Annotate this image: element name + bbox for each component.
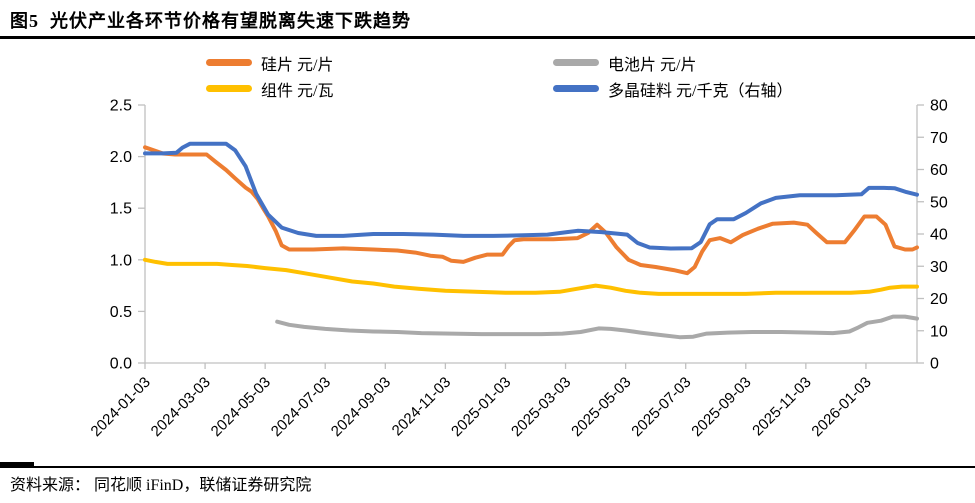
y-right-tick-label: 10 xyxy=(930,323,948,340)
x-tick-label: 2024-03-03 xyxy=(148,374,214,440)
legend-column-right: 电池片 元/片多晶硅料 元/千克（右轴） xyxy=(553,54,792,100)
y-left-tick-label: 1.5 xyxy=(110,201,132,218)
x-tick-label: 2025-05-03 xyxy=(568,374,634,440)
y-left-tick-label: 2.0 xyxy=(110,149,132,166)
x-tick-label: 2024-01-03 xyxy=(88,374,154,440)
y-right-tick-label: 50 xyxy=(930,194,948,211)
footer-divider-accent xyxy=(0,462,34,467)
series-line-polysilicon xyxy=(143,141,919,251)
chart-legend: 硅片 元/片 组件 元/瓦 电池片 元/片多晶硅料 元/千克（右轴） xyxy=(0,54,975,100)
x-tick-label: 2025-09-03 xyxy=(688,374,754,440)
y-right-tick-label: 80 xyxy=(930,98,948,115)
x-tick-label: 2024-09-03 xyxy=(328,374,394,440)
title-divider xyxy=(0,36,975,39)
x-tick-label: 2025-11-03 xyxy=(749,374,814,439)
y-left-tick-label: 0.5 xyxy=(110,304,132,321)
legend-item-module: 组件 元/瓦 xyxy=(206,80,333,100)
legend-swatch-silicon-wafer xyxy=(206,59,252,66)
legend-swatch-battery-cell xyxy=(553,59,599,66)
legend-item-polysilicon: 多晶硅料 元/千克（右轴） xyxy=(553,80,792,100)
series-line-module xyxy=(143,257,919,296)
y-left-tick-label: 0.0 xyxy=(110,356,132,373)
x-tick-label: 2025-03-03 xyxy=(508,374,574,440)
x-tick-label: 2025-01-03 xyxy=(448,374,514,440)
legend-label-module: 组件 元/瓦 xyxy=(261,82,334,100)
series-line-battery-cell xyxy=(275,314,919,340)
source-note: 资料来源： 同花顺 iFinD，联储证券研究院 xyxy=(10,477,312,494)
footer-divider xyxy=(0,466,975,468)
legend-swatch-module xyxy=(206,85,252,92)
x-tick-label: 2026-01-03 xyxy=(808,374,874,440)
legend-label-polysilicon: 多晶硅料 元/千克（右轴） xyxy=(608,82,793,100)
y-right-tick-label: 60 xyxy=(930,162,948,179)
legend-column-left: 硅片 元/片 组件 元/瓦 xyxy=(206,54,333,100)
y-right-tick-label: 20 xyxy=(930,291,948,308)
legend-label-silicon-wafer: 硅片 元/片 xyxy=(261,56,334,74)
y-left-tick-label: 1.0 xyxy=(110,252,132,269)
x-tick-label: 2025-07-03 xyxy=(628,374,694,440)
line-chart: 0.0 0.5 1.0 1.5 2.0 2.5 0 10 20 30 40 50 60 70 80 2024-… xyxy=(88,98,948,441)
y-left-tick-label: 2.5 xyxy=(110,98,132,115)
legend-item-silicon-wafer: 硅片 元/片 xyxy=(206,54,333,74)
y-right-tick-label: 30 xyxy=(930,259,948,276)
y-right-tick-label: 70 xyxy=(930,130,948,147)
series-line-silicon-wafer xyxy=(143,145,919,276)
x-tick-label: 2024-07-03 xyxy=(268,374,334,440)
y-right-tick-label: 40 xyxy=(930,227,948,244)
chart-title: 图5 光伏产业各环节价格有望脱离失速下跌趋势 xyxy=(10,11,411,31)
y-right-tick-label: 0 xyxy=(930,356,939,373)
legend-swatch-polysilicon xyxy=(553,85,599,92)
legend-item-battery-cell: 电池片 元/片 xyxy=(553,54,792,74)
legend-label-battery-cell: 电池片 元/片 xyxy=(608,56,697,74)
x-tick-label: 2024-05-03 xyxy=(208,374,274,440)
x-tick-label: 2024-11-03 xyxy=(389,374,454,439)
